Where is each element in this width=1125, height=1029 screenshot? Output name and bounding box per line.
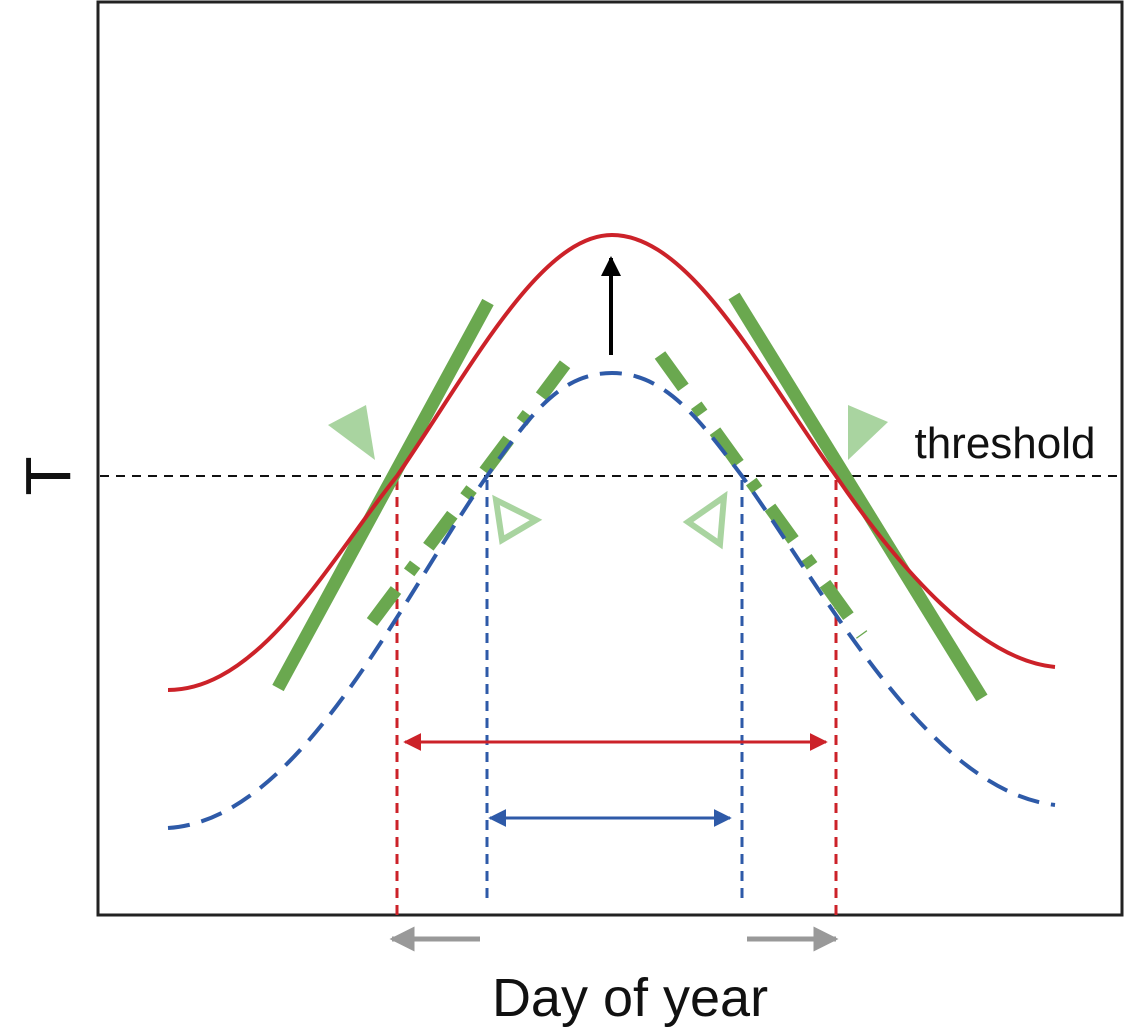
- triangles: [328, 405, 888, 550]
- slope-lines: [272, 292, 988, 702]
- warm-curve: [167, 232, 1056, 692]
- y-axis-label: T: [12, 456, 84, 495]
- frame: [96, 0, 1124, 917]
- x-axis-label: Day of year: [492, 968, 768, 1028]
- threshold-label: threshold: [914, 419, 1095, 468]
- vertical-guides: [395, 480, 838, 915]
- baseline-curve: [167, 370, 1056, 830]
